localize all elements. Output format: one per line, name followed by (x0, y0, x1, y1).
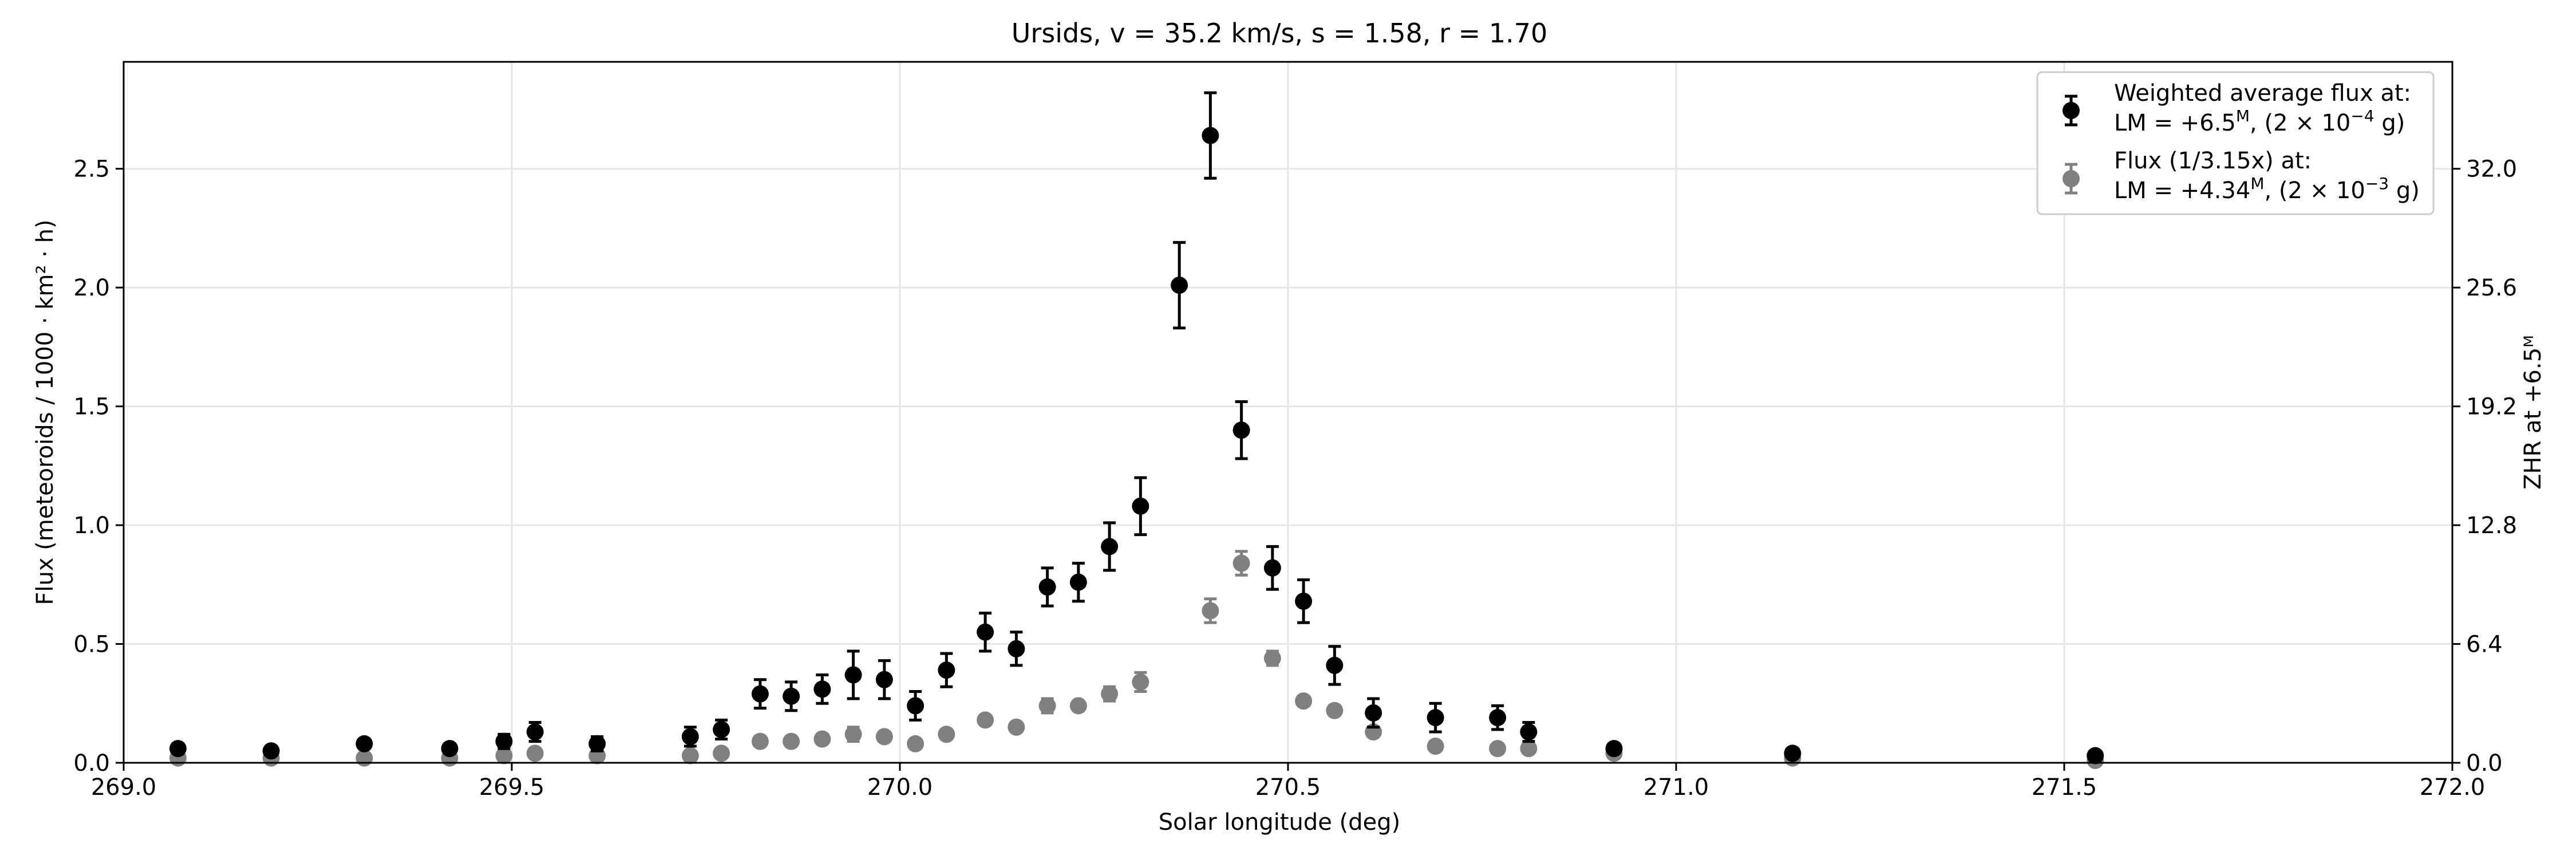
data-point (1132, 673, 1149, 691)
legend-marker-dot (2063, 170, 2080, 187)
data-point (875, 671, 893, 688)
x-tick-label: 271.5 (2032, 774, 2097, 801)
data-point (907, 697, 924, 715)
legend-entry-weighted: Weighted average flux at: LM = +6.5M, (2… (2063, 80, 2411, 136)
legend-box (2036, 71, 2435, 215)
data-point (1171, 277, 1188, 294)
chart-title: Ursids, v = 35.2 km/s, s = 1.58, r = 1.7… (1012, 18, 1548, 49)
data-point (844, 726, 862, 743)
legend-label-line1: Weighted average flux at: (2114, 80, 2411, 107)
data-point (1202, 127, 1219, 144)
data-point (495, 732, 513, 750)
data-point (813, 680, 831, 698)
data-point (262, 742, 280, 760)
x-tick-label: 272.0 (2420, 774, 2486, 801)
data-point (441, 740, 459, 758)
data-point (1427, 709, 1444, 727)
legend-label-line2: LM = +4.34M, (2 × 10−3 g) (2114, 174, 2420, 204)
data-point (1101, 685, 1119, 703)
data-point (1520, 740, 1538, 758)
data-point (1295, 692, 1313, 710)
data-point (1038, 578, 1056, 596)
data-point (1069, 697, 1087, 715)
y2-tick-label: 25.6 (2466, 275, 2517, 301)
data-point (1784, 744, 1801, 762)
y-tick-label: 0.5 (73, 632, 110, 658)
data-point (844, 666, 862, 684)
data-point (713, 744, 730, 762)
x-tick-label: 270.0 (867, 774, 933, 801)
data-point (1489, 709, 1507, 727)
data-point (1295, 592, 1313, 610)
data-point (1520, 723, 1538, 741)
y2-tick-label: 0.0 (2466, 750, 2503, 777)
data-point (355, 735, 373, 752)
y-tick-label: 2.0 (73, 275, 110, 301)
x-tick-label: 271.0 (1643, 774, 1709, 801)
legend: Weighted average flux at: LM = +6.5M, (2… (2036, 71, 2435, 215)
axes: 269.0 269.5 270.0 270.5 271.0 271.5 272.00.00.… (73, 156, 2517, 801)
data-point (681, 747, 699, 765)
data-point (875, 728, 893, 746)
data-point (1263, 649, 1281, 667)
data-point (938, 661, 955, 679)
data-point (1008, 640, 1025, 657)
y-tick-label: 2.5 (73, 156, 110, 183)
data-point (681, 728, 699, 746)
data-point (783, 732, 800, 750)
data-point (1202, 602, 1219, 620)
y2-tick-label: 19.2 (2466, 394, 2517, 420)
series-weighted-flux (169, 91, 2104, 765)
data-point (1427, 737, 1444, 755)
data-point (1101, 538, 1119, 555)
legend-label-line2: LM = +6.5M, (2 × 10−4 g) (2114, 107, 2405, 136)
data-point (1326, 702, 1344, 719)
data-point (1232, 554, 1250, 572)
data-point (1326, 656, 1344, 674)
data-point (1038, 697, 1056, 715)
data-point (977, 623, 994, 641)
data-point (1489, 740, 1507, 758)
series-layer (169, 91, 2104, 769)
data-point (977, 711, 994, 729)
data-point (1263, 559, 1281, 577)
data-point (2087, 747, 2104, 765)
data-point (938, 726, 955, 743)
data-point (751, 685, 769, 703)
y2-tick-label: 12.8 (2466, 513, 2517, 539)
data-point (1605, 740, 1623, 758)
data-point (1008, 718, 1025, 736)
data-point (526, 723, 544, 741)
data-point (495, 747, 513, 765)
y-tick-label: 1.5 (73, 394, 110, 420)
data-point (1069, 573, 1087, 591)
legend-marker-dot (2063, 102, 2080, 119)
data-point (907, 735, 924, 752)
x-tick-label: 269.0 (91, 774, 157, 801)
y-tick-label: 1.0 (73, 513, 110, 539)
data-point (783, 687, 800, 705)
data-point (713, 720, 730, 738)
legend-label-line1: Flux (1/3.15x) at: (2114, 148, 2312, 174)
x-tick-label: 270.5 (1255, 774, 1321, 801)
data-point (813, 730, 831, 748)
data-point (1365, 704, 1382, 722)
data-point (526, 744, 544, 762)
y-axis-label: Flux (meteoroids / 1000 · km² · h) (32, 219, 58, 605)
y2-tick-label: 32.0 (2466, 156, 2517, 183)
y2-axis-label: ZHR at +6.5ᴹ (2520, 335, 2546, 490)
data-point (169, 740, 187, 758)
legend-entry-scaled: Flux (1/3.15x) at: LM = +4.34M, (2 × 10−… (2063, 148, 2420, 204)
data-point (1232, 421, 1250, 439)
data-point (1132, 497, 1149, 515)
y2-tick-label: 6.4 (2466, 632, 2503, 658)
y-tick-label: 0.0 (73, 750, 110, 777)
data-point (751, 732, 769, 750)
data-point (588, 735, 606, 752)
x-axis-label: Solar longitude (deg) (1159, 809, 1400, 836)
x-tick-label: 269.5 (479, 774, 545, 801)
